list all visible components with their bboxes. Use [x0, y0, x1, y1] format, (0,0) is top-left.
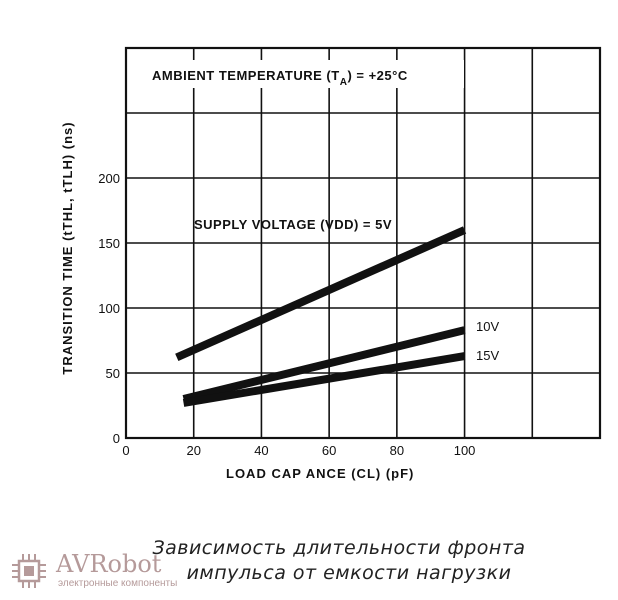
- caption-line-2: импульса от емкости нагрузки: [186, 562, 512, 584]
- y-tick-label: 50: [106, 366, 120, 381]
- watermark-subtitle: электронные компоненты: [58, 578, 178, 589]
- watermark-brand: AVRobot: [56, 550, 162, 578]
- series-label-15v: 15V: [476, 348, 499, 363]
- watermark-logo: AVRobot электронные компоненты: [10, 548, 210, 592]
- x-tick-label: 80: [390, 443, 404, 458]
- y-tick-label: 100: [98, 301, 120, 316]
- chart-labels: 0 20 40 60 80 100 0 50 100 150 200 SUPPLY VOLTAGE (…: [60, 60, 499, 481]
- series-label-5v: SUPPLY VOLTAGE (VDD) = 5V: [194, 217, 392, 232]
- y-tick-label: 200: [98, 171, 120, 186]
- y-axis-title: TRANSITION TIME (tTHL, tTLH) (ns): [60, 121, 75, 374]
- plot-frame: [124, 46, 602, 440]
- x-tick-label: 100: [454, 443, 476, 458]
- y-tick-label: 150: [98, 236, 120, 251]
- y-tick-label: 0: [113, 431, 120, 446]
- x-tick-label: 60: [322, 443, 336, 458]
- chart-grid: [124, 46, 602, 440]
- series-label-10v: 10V: [476, 319, 499, 334]
- series-line-1: [182, 326, 466, 403]
- annotation-background: [148, 60, 464, 88]
- series-line-0: [175, 226, 467, 362]
- x-axis-title: LOAD CAP ANCE (CL) (pF): [226, 466, 414, 481]
- x-tick-label: 0: [122, 443, 129, 458]
- series-line-2: [182, 352, 466, 407]
- chip-icon: [12, 554, 46, 588]
- annotation-ambient-temperature: AMBIENT TEMPERATURE (TA) = +25°C: [152, 68, 408, 88]
- chart-series: [175, 226, 467, 407]
- x-tick-label: 40: [254, 443, 268, 458]
- caption-line-1: Зависимость длительности фронта: [152, 537, 526, 559]
- x-tick-label: 20: [186, 443, 200, 458]
